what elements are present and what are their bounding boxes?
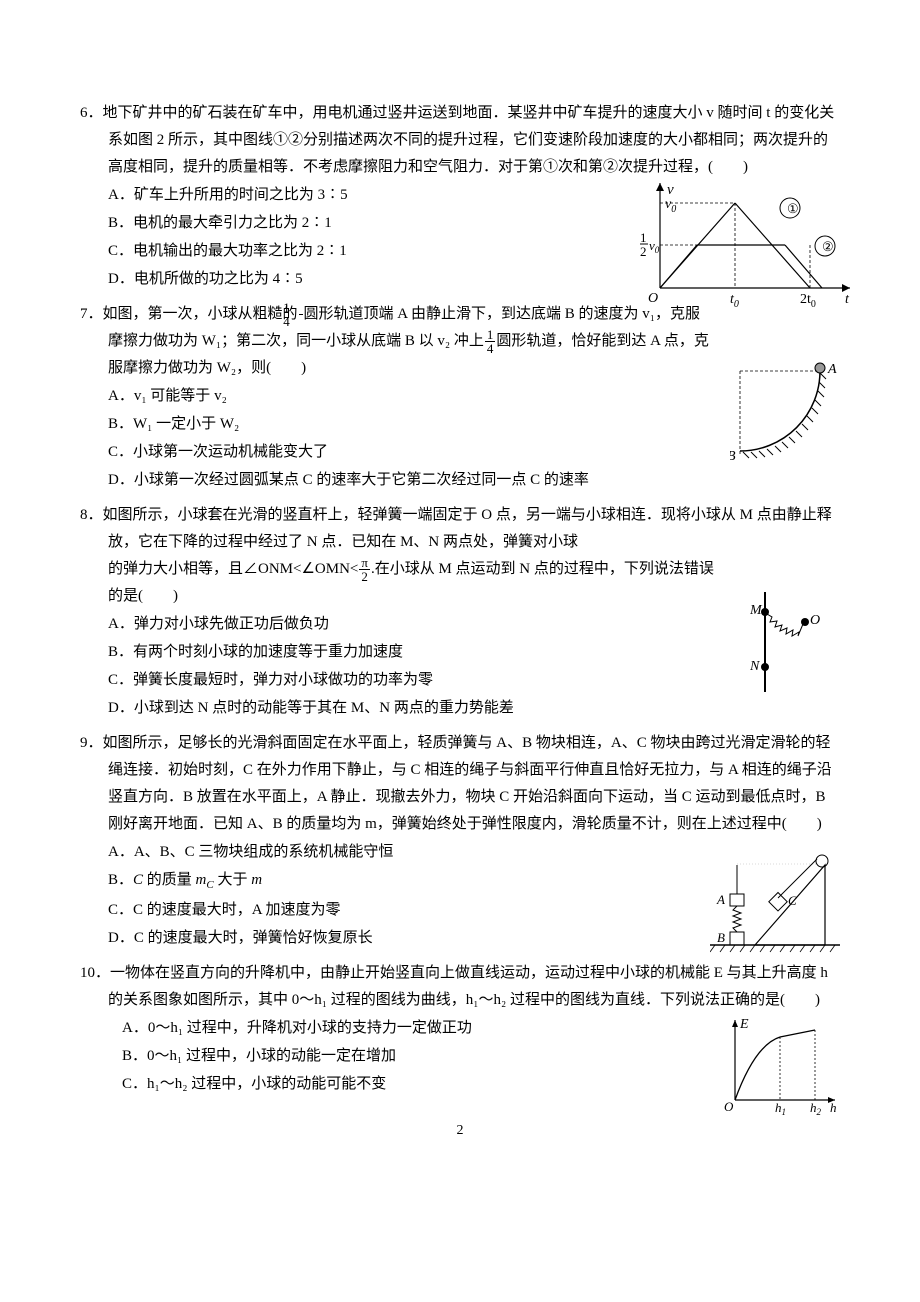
q8-stem-a: 如图所示，小球套在光滑的竖直杆上，轻弹簧一端固定于 O 点，另一端与小球相连．现…: [103, 507, 832, 550]
svg-text:A: A: [827, 362, 837, 377]
q7-stem-b: 圆形轨道顶端 A 由静止滑下，到达底端 B 的速度为 v₁，克服: [304, 306, 701, 322]
q7-stem-2: 摩擦力做功为 W₁；第二次，同一小球从底端 B 以 v₂ 冲上14圆形轨道，恰好…: [80, 328, 840, 355]
svg-text:C: C: [788, 893, 797, 908]
q9-figure: A B C: [710, 850, 840, 970]
q7-figure: A B: [730, 361, 840, 481]
svg-text:2: 2: [640, 244, 647, 259]
q7-num: 7．: [80, 306, 103, 322]
svg-text:h1: h1: [775, 1100, 786, 1115]
svg-text:B: B: [717, 930, 725, 945]
question-9: A B C 9．如图所示，足够长的光滑斜面固定在水平面上，轻质弹簧与 A、B 物…: [80, 730, 840, 952]
question-7: A B 7．如图，第一次，小球从粗糙的14圆形轨道顶端 A 由静止滑下，到达底端…: [80, 301, 840, 494]
svg-text:E: E: [739, 1017, 749, 1032]
q7-options: A．v₁ 可能等于 v₂ B．W₁ 一定小于 W₂ C．小球第一次运动机械能变大…: [80, 383, 840, 494]
svg-text:M: M: [750, 603, 763, 618]
q8-stem-b: 的弹力大小相等，且∠ONM<∠OMN<: [108, 561, 358, 577]
q8-opt-c: C．弹簧长度最短时，弹力对小球做功的功率为零: [108, 667, 840, 694]
q8-opt-d: D．小球到达 N 点时的动能等于其在 M、N 两点的重力势能差: [108, 695, 840, 722]
q9-stem: 9．如图所示，足够长的光滑斜面固定在水平面上，轻质弹簧与 A、B 物块相连，A、…: [80, 730, 840, 838]
q8-stem-2: 的弹力大小相等，且∠ONM<∠OMN<π2.在小球从 M 点运动到 N 点的过程…: [80, 556, 840, 583]
q10-stem: 10．一物体在竖直方向的升降机中，由静止开始竖直向上做直线运动，运动过程中小球的…: [80, 960, 840, 1014]
svg-text:1: 1: [640, 230, 647, 245]
q7-stem-a: 如图，第一次，小球从粗糙的: [103, 306, 298, 322]
q10-num: 10．: [80, 965, 110, 981]
q9-stem-text: 如图所示，足够长的光滑斜面固定在水平面上，轻质弹簧与 A、B 物块相连，A、C …: [103, 735, 832, 832]
svg-text:t: t: [845, 292, 850, 307]
q7-stem-d: 圆形轨道，恰好能到达 A 点，克: [496, 333, 709, 349]
q6-figure: ① ② v v0 1 2 v0 O t0 2t0 t: [640, 178, 860, 318]
svg-text:A: A: [716, 892, 725, 907]
question-10: E O h1 h2 h 10．一物体在竖直方向的升降机中，由静止开始竖直向上做直…: [80, 960, 840, 1098]
q8-options: A．弹力对小球先做正功后做负功 B．有两个时刻小球的加速度等于重力加速度 C．弹…: [80, 611, 840, 722]
svg-text:①: ①: [787, 201, 799, 216]
q9-num: 9．: [80, 735, 103, 751]
q8-stem-3: 的是( ): [80, 583, 840, 610]
q6-stem: 6．地下矿井中的矿石装在矿车中，用电机通过竖井运送到地面．某竖井中矿车提升的速度…: [80, 100, 840, 181]
svg-text:N: N: [750, 659, 760, 674]
q7-stem: 7．如图，第一次，小球从粗糙的14圆形轨道顶端 A 由静止滑下，到达底端 B 的…: [80, 301, 840, 328]
q8-stem: 8．如图所示，小球套在光滑的竖直杆上，轻弹簧一端固定于 O 点，另一端与小球相连…: [80, 502, 840, 556]
q8-figure: M N O: [750, 592, 830, 702]
q7-stem-c: 摩擦力做功为 W₁；第二次，同一小球从底端 B 以 v₂ 冲上: [108, 333, 484, 349]
svg-text:②: ②: [822, 239, 834, 254]
svg-text:O: O: [724, 1099, 734, 1114]
q8-stem-c: .在小球从 M 点运动到 N 点的过程中，下列说法错误: [371, 561, 714, 577]
svg-text:h: h: [830, 1100, 837, 1115]
q6-stem-text: 地下矿井中的矿石装在矿车中，用电机通过竖井运送到地面．某竖井中矿车提升的速度大小…: [103, 105, 835, 175]
q8-opt-b: B．有两个时刻小球的加速度等于重力加速度: [108, 639, 840, 666]
q10-stem-text: 一物体在竖直方向的升降机中，由静止开始竖直向上做直线运动，运动过程中小球的机械能…: [108, 965, 828, 1008]
q8-num: 8．: [80, 507, 103, 523]
frac-pi-2: π2: [359, 556, 370, 583]
svg-text:O: O: [810, 613, 820, 628]
frac-1-4b: 14: [485, 328, 496, 355]
svg-text:v0: v0: [665, 197, 676, 215]
frac-1-4a: 14: [299, 301, 303, 328]
svg-text:v0: v0: [649, 238, 660, 255]
question-6: ① ② v v0 1 2 v0 O t0 2t0 t 6．地下矿井中的矿石装在矿…: [80, 100, 840, 293]
svg-text:B: B: [730, 449, 736, 464]
svg-text:v: v: [667, 182, 674, 198]
q7-stem-3: 服摩擦力做功为 W₂，则( ): [80, 355, 840, 382]
q8-opt-a: A．弹力对小球先做正功后做负功: [108, 611, 840, 638]
question-8: M N O 8．如图所示，小球套在光滑的竖直杆上，轻弹簧一端固定于 O 点，另一…: [80, 502, 840, 722]
svg-text:h2: h2: [810, 1100, 822, 1115]
q6-num: 6．: [80, 105, 103, 121]
q10-figure: E O h1 h2 h: [720, 1015, 840, 1125]
